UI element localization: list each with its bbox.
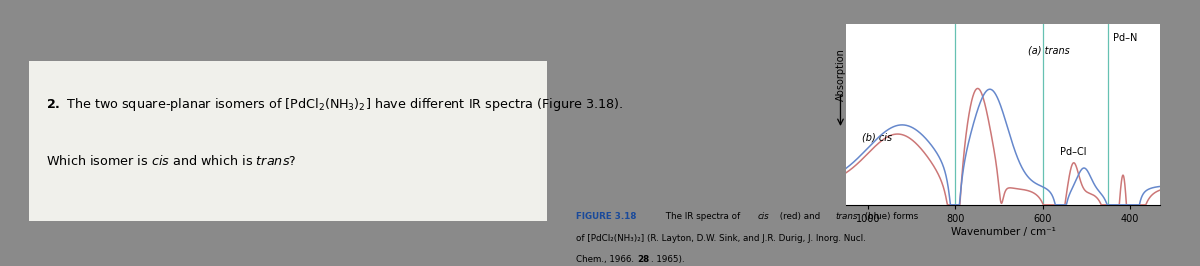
Text: of [PdCl₂(NH₃)₂] (R. Layton, D.W. Sink, and J.R. Durig, J. Inorg. Nucl.: of [PdCl₂(NH₃)₂] (R. Layton, D.W. Sink, … bbox=[576, 234, 866, 243]
Text: (a) trans: (a) trans bbox=[1028, 46, 1070, 56]
X-axis label: Wavenumber / cm⁻¹: Wavenumber / cm⁻¹ bbox=[950, 227, 1056, 237]
Text: Pd–N: Pd–N bbox=[1114, 33, 1138, 43]
Text: 28: 28 bbox=[637, 255, 649, 264]
Text: $\mathbf{2.}$ The two square-planar isomers of [PdCl$_2$(NH$_3$)$_2$] have diffe: $\mathbf{2.}$ The two square-planar isom… bbox=[46, 96, 623, 113]
FancyBboxPatch shape bbox=[29, 61, 547, 221]
Text: Which isomer is $\it{cis}$ and which is $\it{trans}$?: Which isomer is $\it{cis}$ and which is … bbox=[46, 153, 296, 168]
Text: Chem., 1966.: Chem., 1966. bbox=[576, 255, 637, 264]
Text: (b) cis: (b) cis bbox=[862, 132, 892, 143]
Text: The IR spectra of: The IR spectra of bbox=[664, 212, 743, 221]
Text: Absorption: Absorption bbox=[835, 48, 846, 101]
Text: cis: cis bbox=[757, 212, 769, 221]
Text: . 1965).: . 1965). bbox=[650, 255, 684, 264]
Text: trans: trans bbox=[835, 212, 858, 221]
Text: Pd–Cl: Pd–Cl bbox=[1060, 147, 1086, 157]
Text: (blue) forms: (blue) forms bbox=[862, 212, 918, 221]
Text: FIGURE 3.18: FIGURE 3.18 bbox=[576, 212, 637, 221]
Text: (red) and: (red) and bbox=[776, 212, 823, 221]
